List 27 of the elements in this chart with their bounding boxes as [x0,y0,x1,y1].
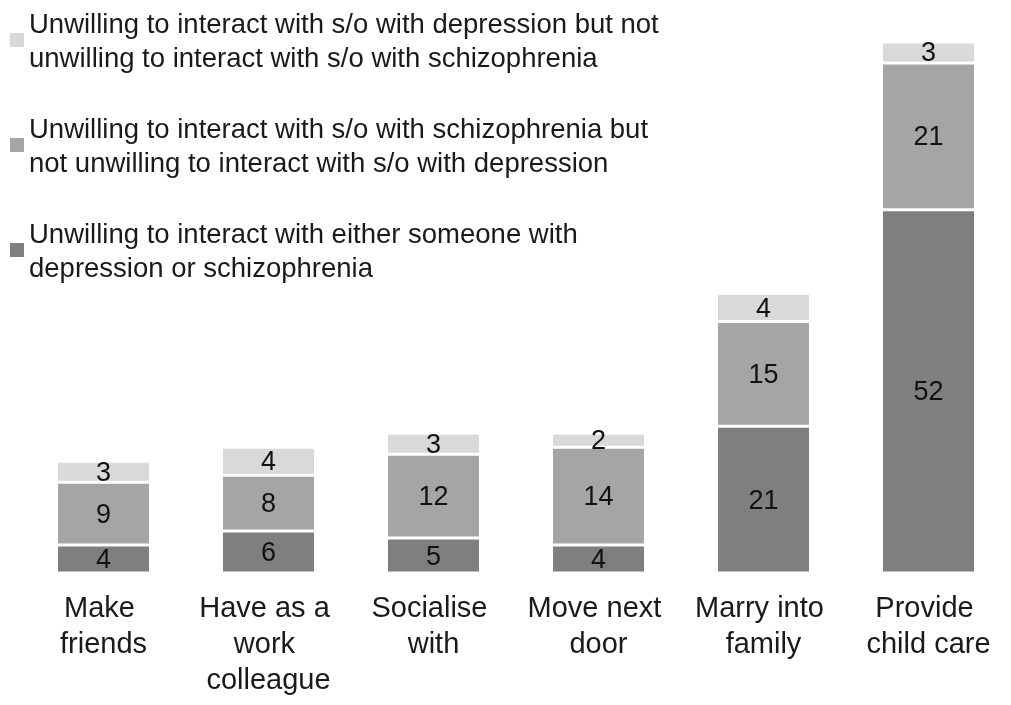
data-label: 4 [95,544,112,575]
x-tick-label: Move next door [527,591,670,659]
data-label: 3 [95,456,112,487]
x-tick-label: Make friends [59,591,148,659]
data-label: 21 [748,484,779,515]
data-label: 4 [590,544,607,575]
legend-label: Unwilling to interact with either someone with depression or schizophrenia [29,217,578,283]
legend-label: Unwilling to interact with s/o with schizophrenia but not unwilling to interact with s/o with depression [29,112,649,178]
data-label: 3 [920,37,937,68]
data-label: 3 [425,428,442,459]
data-label: 2 [590,425,607,456]
data-label: 21 [913,121,944,152]
data-label: 15 [748,358,779,389]
x-tick-label: Provide child care [866,591,991,659]
x-tick-label: Have as a work colleague [199,591,338,695]
data-label: 12 [418,481,449,512]
data-label: 14 [583,481,614,512]
legend-label: Unwilling to interact with s/o with depression but not unwilling to interact with s/o with schizophrenia [29,7,660,73]
x-tick-label: Socialise with [371,591,496,659]
data-label: 6 [260,537,277,568]
data-label: 8 [260,488,277,519]
x-tick-label: Marry into family [695,591,832,659]
data-label: 52 [913,376,944,407]
data-label: 4 [260,446,277,477]
data-label: 9 [95,498,112,529]
data-label: 5 [425,540,442,571]
data-label: 4 [755,292,772,323]
